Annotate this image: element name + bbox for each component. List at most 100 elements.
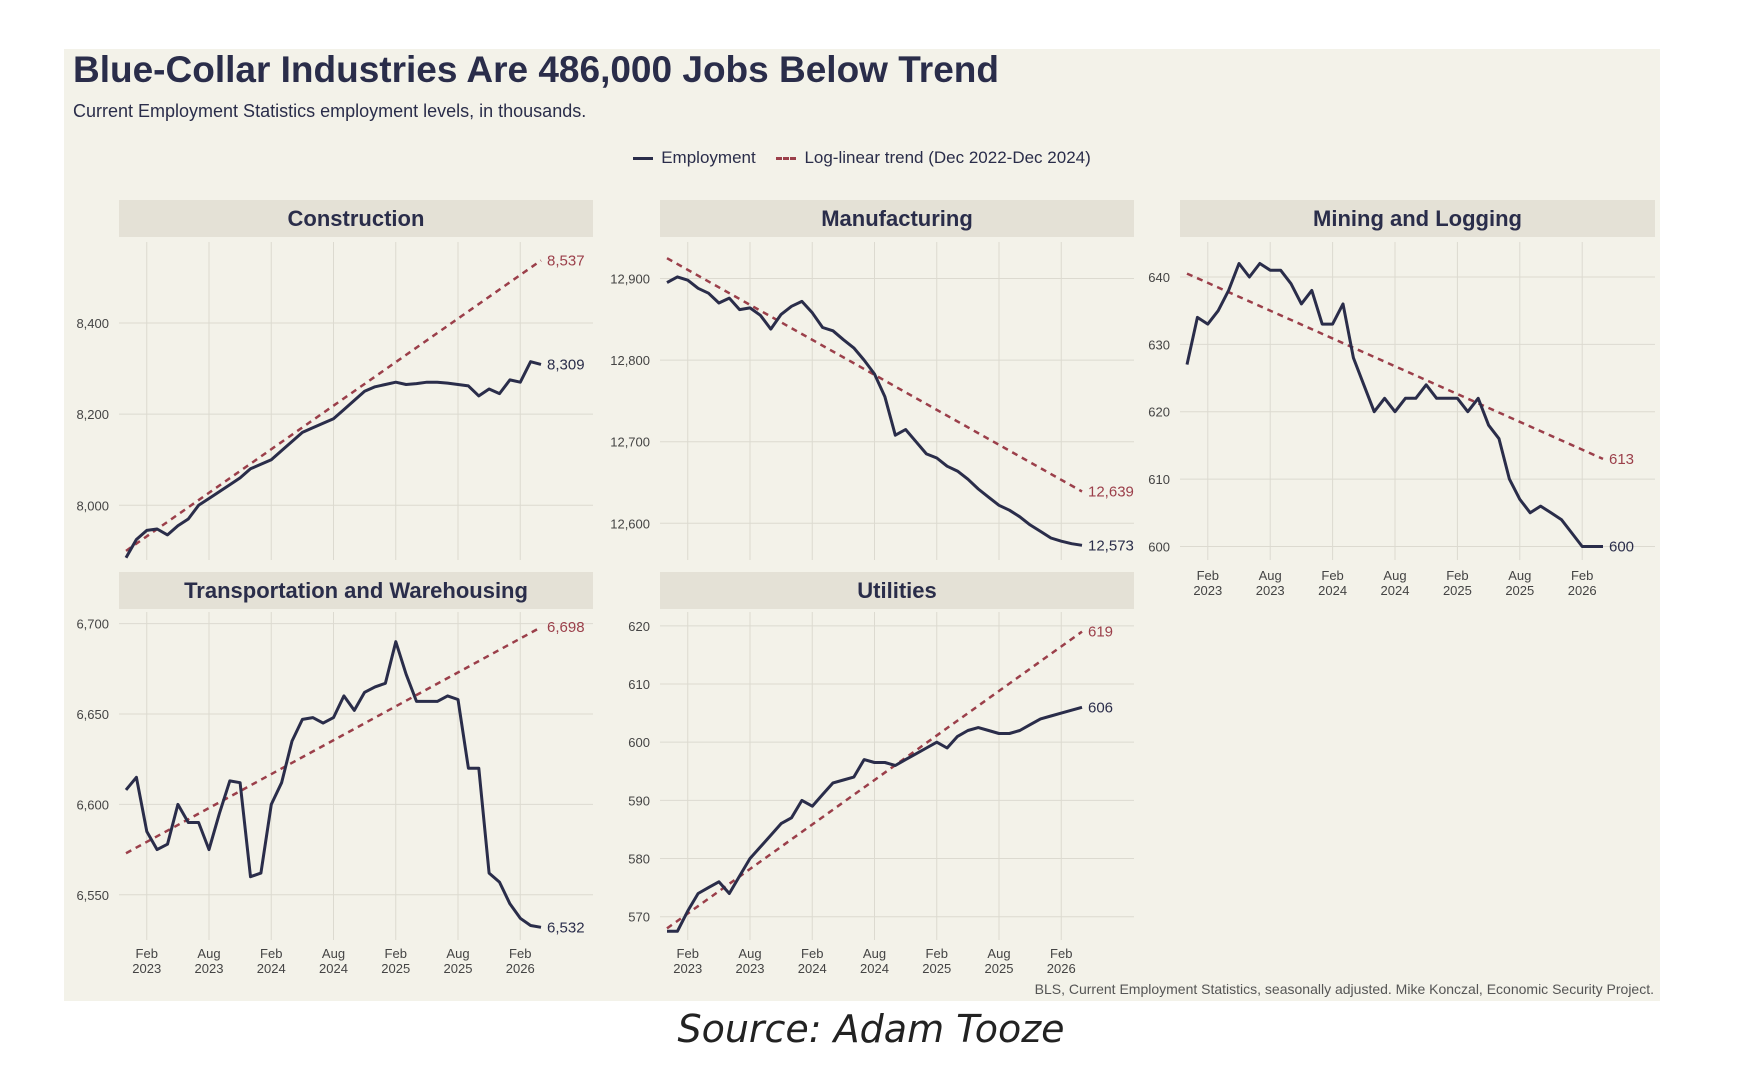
trend-end-label: 12,639 xyxy=(1088,483,1134,500)
trend-line-utilities xyxy=(666,630,1083,930)
x-tick-label: Feb xyxy=(926,946,948,961)
x-tick-label: Aug xyxy=(1508,568,1531,583)
x-tick-label: Feb xyxy=(1321,568,1343,583)
legend: Employment Log-linear trend (Dec 2022-De… xyxy=(64,147,1660,168)
trend-line-construction xyxy=(125,259,542,552)
y-tick-label: 630 xyxy=(1148,337,1170,352)
x-tick-label: 2023 xyxy=(132,961,161,976)
trend-line-manufacturing xyxy=(666,257,1083,493)
x-tick-label: 2025 xyxy=(444,961,473,976)
employment-line-transportation-and-warehousing xyxy=(124,640,542,929)
y-tick-label: 12,700 xyxy=(610,435,650,450)
employment-end-label: 606 xyxy=(1088,699,1113,716)
x-tick-label: 2025 xyxy=(922,961,951,976)
x-tick-label: 2025 xyxy=(1505,583,1534,598)
x-tick-label: 2023 xyxy=(673,961,702,976)
trend-end-label: 619 xyxy=(1088,624,1113,641)
x-tick-label: 2024 xyxy=(1318,583,1347,598)
trend-end-label: 8,537 xyxy=(547,252,585,269)
trend-line-transportation-and-warehousing xyxy=(125,626,542,855)
panel-strip-transportation-and-warehousing xyxy=(119,572,593,609)
y-tick-label: 8,200 xyxy=(76,407,109,422)
source-caption: Source: Adam Tooze xyxy=(677,1007,1065,1051)
x-tick-label: Feb xyxy=(136,946,158,961)
x-tick-label: Aug xyxy=(322,946,345,961)
y-tick-label: 6,550 xyxy=(76,888,109,903)
employment-line-manufacturing xyxy=(666,275,1083,547)
x-tick-label: 2026 xyxy=(1568,583,1597,598)
x-tick-label: 2023 xyxy=(1193,583,1222,598)
employment-line-utilities xyxy=(667,705,1083,933)
x-tick-label: 2024 xyxy=(319,961,348,976)
employment-line-construction xyxy=(124,360,542,559)
x-tick-label: Aug xyxy=(446,946,469,961)
employment-end-label: 600 xyxy=(1609,539,1634,556)
y-tick-label: 6,650 xyxy=(76,707,109,722)
x-tick-label: Aug xyxy=(863,946,886,961)
employment-end-label: 8,309 xyxy=(547,356,585,373)
x-tick-label: 2025 xyxy=(985,961,1014,976)
x-tick-label: Feb xyxy=(1197,568,1219,583)
y-tick-label: 12,600 xyxy=(610,516,650,531)
y-tick-label: 6,700 xyxy=(76,617,109,632)
panel-title-utilities: Utilities xyxy=(857,578,936,603)
panel-strip-mining-and-logging xyxy=(1180,200,1655,237)
y-tick-label: 570 xyxy=(628,910,650,925)
panel-title-manufacturing: Manufacturing xyxy=(821,206,973,231)
panel-title-transportation-and-warehousing: Transportation and Warehousing xyxy=(184,578,528,603)
y-tick-label: 580 xyxy=(628,852,650,867)
x-tick-label: Feb xyxy=(677,946,699,961)
trend-line-mining-and-logging xyxy=(1186,272,1604,461)
x-tick-label: Aug xyxy=(987,946,1010,961)
chart-subtitle: Current Employment Statistics employment… xyxy=(73,101,587,121)
y-tick-label: 620 xyxy=(1148,405,1170,420)
employment-line-mining-and-logging xyxy=(1185,262,1603,548)
panel-strip-manufacturing xyxy=(660,200,1134,237)
x-tick-label: 2023 xyxy=(1256,583,1285,598)
x-tick-label: Aug xyxy=(1259,568,1282,583)
y-tick-label: 12,900 xyxy=(610,272,650,287)
legend-employment-swatch xyxy=(633,156,654,160)
x-tick-label: 2025 xyxy=(381,961,410,976)
x-tick-label: Aug xyxy=(197,946,220,961)
y-tick-label: 6,600 xyxy=(76,797,109,812)
chart-title: Blue-Collar Industries Are 486,000 Jobs … xyxy=(73,49,999,90)
x-tick-label: Feb xyxy=(1050,946,1072,961)
x-tick-label: 2024 xyxy=(798,961,827,976)
legend-trend-label: Log-linear trend (Dec 2022-Dec 2024) xyxy=(804,147,1091,167)
x-tick-label: 2024 xyxy=(1381,583,1410,598)
y-tick-label: 610 xyxy=(1148,472,1170,487)
employment-end-label: 6,532 xyxy=(547,919,585,936)
trend-end-label: 613 xyxy=(1609,451,1634,468)
x-tick-label: 2024 xyxy=(257,961,286,976)
panel-title-construction: Construction xyxy=(288,206,425,231)
y-tick-label: 8,000 xyxy=(76,498,109,513)
chart-caption: BLS, Current Employment Statistics, seas… xyxy=(1034,981,1654,997)
x-tick-label: Feb xyxy=(801,946,823,961)
panel-strip-construction xyxy=(119,200,593,237)
panel-strip-utilities xyxy=(660,572,1134,609)
x-tick-label: Aug xyxy=(1383,568,1406,583)
y-tick-label: 620 xyxy=(628,619,650,634)
y-tick-label: 610 xyxy=(628,677,650,692)
y-tick-label: 640 xyxy=(1148,270,1170,285)
x-tick-label: 2026 xyxy=(506,961,535,976)
y-tick-label: 600 xyxy=(628,735,650,750)
trend-end-label: 6,698 xyxy=(547,619,585,636)
legend-employment-label: Employment xyxy=(661,147,756,167)
x-tick-label: 2026 xyxy=(1047,961,1076,976)
x-tick-label: Aug xyxy=(738,946,761,961)
legend-trend-swatch xyxy=(776,156,797,160)
y-tick-label: 590 xyxy=(628,793,650,808)
y-tick-label: 8,400 xyxy=(76,316,109,331)
x-tick-label: Feb xyxy=(260,946,282,961)
panel-title-mining-and-logging: Mining and Logging xyxy=(1313,206,1522,231)
x-tick-label: Feb xyxy=(509,946,531,961)
employment-end-label: 12,573 xyxy=(1088,537,1134,554)
legend-trend: Log-linear trend (Dec 2022-Dec 2024) xyxy=(776,147,1091,168)
y-tick-label: 12,800 xyxy=(610,353,650,368)
x-tick-label: Feb xyxy=(1571,568,1593,583)
legend-employment: Employment xyxy=(633,147,756,168)
x-tick-label: 2023 xyxy=(736,961,765,976)
